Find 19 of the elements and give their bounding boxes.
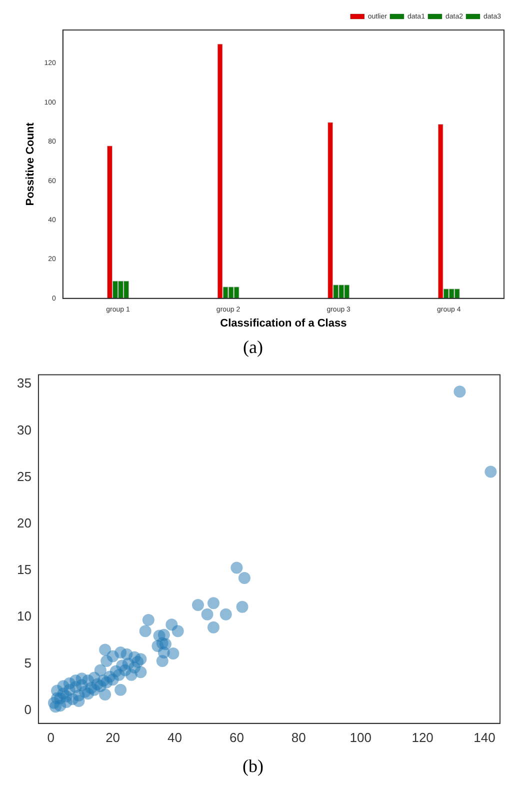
- y-tick-label: 0: [24, 702, 32, 717]
- text: (a): [242, 336, 264, 359]
- text: (b): [242, 755, 264, 778]
- x-tick-label: 40: [168, 730, 182, 745]
- y-axis-title: Possitive Count: [24, 122, 37, 206]
- y-tick-label: 15: [16, 562, 32, 578]
- x-tick-label: 140: [474, 730, 496, 745]
- x-axis-title: Classification of a Class: [220, 317, 347, 330]
- x-tick-label: 100: [350, 730, 372, 745]
- x-tick-label: 60: [229, 730, 244, 745]
- y-tick-label: 35: [16, 376, 32, 391]
- x-tick-label: 80: [291, 730, 306, 745]
- y-tick-label: 25: [16, 468, 32, 484]
- x-tick-label: 120: [412, 730, 434, 745]
- y-tick-label: 5: [24, 655, 32, 670]
- y-tick-label: 20: [16, 516, 32, 531]
- x-tick-label: 20: [106, 730, 120, 745]
- y-tick-label: 10: [16, 608, 32, 624]
- y-tick-label: 30: [16, 422, 32, 438]
